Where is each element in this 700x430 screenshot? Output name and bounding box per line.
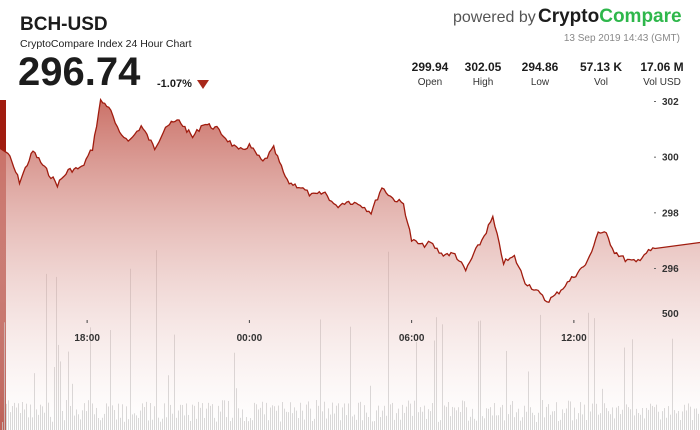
- stat-high-label: High: [472, 77, 494, 88]
- chart-subtitle: CryptoCompare Index 24 Hour Chart: [20, 38, 192, 50]
- stat-vol-usd: 17.06 M Vol USD: [632, 60, 692, 88]
- symbol-title: BCH-USD: [20, 14, 108, 35]
- price-line: [0, 97, 700, 304]
- time-tick-mark: [248, 320, 250, 323]
- stat-low: 294.86 Low: [510, 60, 570, 88]
- stat-low-value: 294.86: [521, 60, 559, 74]
- volume-tick-label: 500: [662, 309, 679, 320]
- price-tick-mark: [654, 156, 656, 158]
- price-area: [0, 99, 700, 430]
- time-axis: 18:00 00:00 06:00 12:00: [74, 320, 587, 344]
- time-tick-label: 18:00: [74, 333, 100, 344]
- time-tick-mark: [411, 320, 413, 323]
- time-tick-label: 12:00: [561, 333, 587, 344]
- stat-open: 299.94 Open: [400, 60, 460, 88]
- stat-vol: 57.13 K Vol: [571, 60, 631, 88]
- stat-vol-usd-label: Vol USD: [643, 77, 681, 88]
- powered-by-label: powered by: [453, 9, 536, 26]
- brand-logo-part1: Crypto: [538, 6, 600, 27]
- brand-logo[interactable]: CryptoCompare: [538, 6, 682, 28]
- price-tick-label: 302: [662, 97, 679, 108]
- time-tick-label: 00:00: [237, 333, 263, 344]
- stat-vol-label: Vol: [594, 77, 608, 88]
- down-arrow-icon: [197, 80, 209, 89]
- price-tick-mark: [654, 268, 656, 269]
- volume-axis: 500: [662, 309, 679, 320]
- stat-open-label: Open: [417, 77, 443, 88]
- price-axis: 296 298 300 302: [654, 97, 679, 275]
- timestamp: 13 Sep 2019 14:43 (GMT): [563, 33, 680, 44]
- price-tick-label: 296: [662, 264, 679, 275]
- time-tick-mark: [573, 320, 575, 323]
- price-tick-label: 298: [662, 208, 679, 219]
- stat-vol-value: 57.13 K: [579, 60, 623, 74]
- stat-high: 302.05 High: [453, 60, 513, 88]
- stat-vol-usd-value: 17.06 M: [640, 60, 684, 74]
- time-tick-label: 06:00: [399, 333, 425, 344]
- current-price: 296.74: [18, 50, 141, 94]
- stat-open-value: 299.94: [411, 60, 449, 74]
- time-tick-mark: [86, 320, 88, 323]
- price-tick-mark: [654, 101, 656, 102]
- price-change: -1.07%: [157, 78, 192, 90]
- brand-logo-part2: Compare: [599, 6, 682, 27]
- price-tick-label: 300: [662, 153, 679, 164]
- stat-high-value: 302.05: [464, 60, 502, 74]
- stat-low-label: Low: [530, 77, 550, 88]
- price-tick-mark: [654, 212, 656, 214]
